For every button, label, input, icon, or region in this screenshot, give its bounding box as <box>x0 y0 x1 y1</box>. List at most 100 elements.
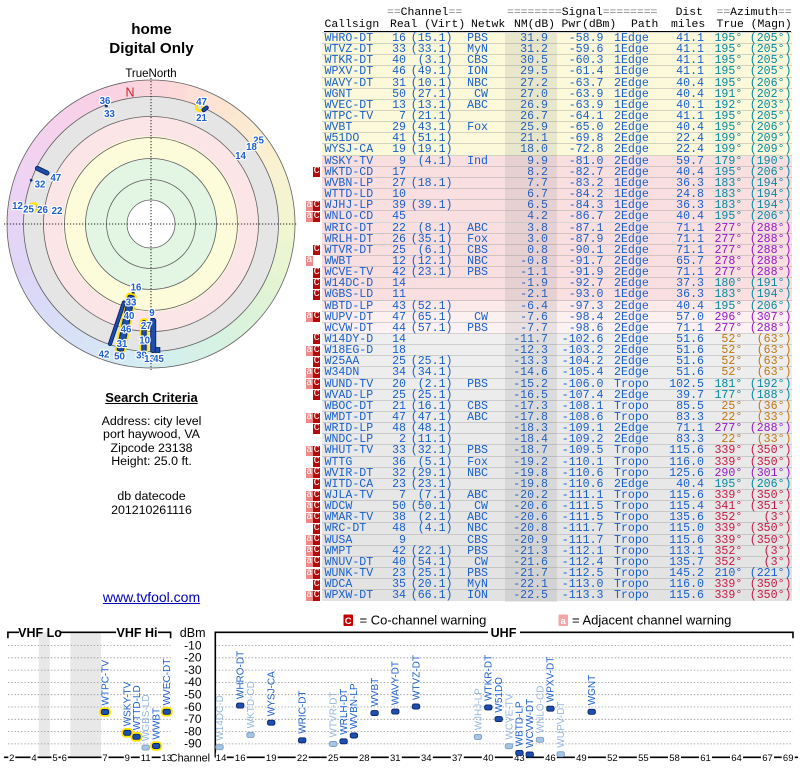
svg-text:WUPV-DT: WUPV-DT <box>556 702 567 748</box>
svg-text:32: 32 <box>35 180 46 191</box>
svg-text:16: 16 <box>131 283 142 294</box>
svg-text:= Adjacent channel warning: = Adjacent channel warning <box>572 613 731 628</box>
svg-text:WTVR-DT: WTVR-DT <box>329 691 340 737</box>
svg-text:11: 11 <box>141 753 151 764</box>
svg-text:C: C <box>345 616 352 627</box>
svg-text:WVBT: WVBT <box>370 678 381 707</box>
svg-text:67: 67 <box>762 753 773 764</box>
svg-text:WGBS-LD: WGBS-LD <box>141 694 152 741</box>
svg-text:WTPC-TV: WTPC-TV <box>100 660 111 706</box>
svg-text:47: 47 <box>50 173 61 184</box>
svg-text:= Co-channel warning: = Co-channel warning <box>360 613 487 628</box>
svg-text:WAVY-DT: WAVY-DT <box>391 661 402 705</box>
svg-text:18: 18 <box>246 142 257 153</box>
svg-text:52: 52 <box>607 753 618 764</box>
svg-text:VHF Hi: VHF Hi <box>117 626 158 640</box>
svg-text:10: 10 <box>139 336 150 347</box>
svg-text:WRLH-DT: WRLH-DT <box>339 689 350 735</box>
svg-text:VHF Lo: VHF Lo <box>18 626 62 640</box>
svg-text:5: 5 <box>52 753 57 764</box>
svg-text:16: 16 <box>235 753 246 764</box>
svg-text:WSKY-TV: WSKY-TV <box>123 681 134 726</box>
svg-text:WCVW-DT: WCVW-DT <box>525 699 536 748</box>
svg-text:7: 7 <box>102 753 107 764</box>
svg-text:64: 64 <box>731 753 742 764</box>
svg-text:WHRO-DT: WHRO-DT <box>236 651 247 699</box>
svg-text:13: 13 <box>161 753 172 764</box>
svg-text:WVBN-LP: WVBN-LP <box>349 683 360 729</box>
svg-text:WBTD-LP: WBTD-LP <box>515 701 526 746</box>
svg-text:WJHJ-LP: WJHJ-LP <box>473 688 484 731</box>
svg-text:34: 34 <box>421 753 432 764</box>
svg-text:61: 61 <box>700 753 711 764</box>
svg-text:-40: -40 <box>184 675 202 689</box>
svg-text:WTTD-LD: WTTD-LD <box>132 685 143 730</box>
svg-text:69: 69 <box>783 753 794 764</box>
svg-text:33: 33 <box>104 109 115 120</box>
svg-text:42: 42 <box>99 350 110 361</box>
svg-text:WGNT: WGNT <box>587 675 598 706</box>
svg-text:27: 27 <box>141 321 152 332</box>
svg-text:dBm: dBm <box>180 626 206 640</box>
svg-text:-10: -10 <box>184 638 202 652</box>
svg-text:49: 49 <box>576 753 587 764</box>
svg-text:Channel: Channel <box>170 752 210 764</box>
svg-text:31: 31 <box>390 753 401 764</box>
svg-text:-70: -70 <box>184 712 202 726</box>
svg-text:19: 19 <box>266 753 277 764</box>
svg-text:33: 33 <box>126 298 137 309</box>
svg-text:58: 58 <box>669 753 680 764</box>
svg-text:14: 14 <box>235 151 246 162</box>
svg-text:2: 2 <box>9 753 14 764</box>
svg-text:55: 55 <box>638 753 649 764</box>
svg-text:9: 9 <box>125 753 130 764</box>
svg-text:13: 13 <box>144 354 155 365</box>
svg-text:-90: -90 <box>184 737 202 751</box>
svg-text:36: 36 <box>100 96 111 107</box>
svg-text:WWBT: WWBT <box>152 708 163 740</box>
svg-text:22: 22 <box>297 753 308 764</box>
svg-text:47: 47 <box>196 97 207 108</box>
svg-text:14: 14 <box>216 753 227 764</box>
svg-text:WNLO-CD: WNLO-CD <box>535 686 546 734</box>
svg-text:4: 4 <box>31 753 36 764</box>
svg-text:WKTD-CD: WKTD-CD <box>246 681 257 728</box>
svg-text:46: 46 <box>545 753 556 764</box>
svg-text:37: 37 <box>452 753 463 764</box>
svg-text:12: 12 <box>12 201 23 212</box>
svg-text:N: N <box>125 86 134 100</box>
svg-text:-80: -80 <box>184 724 202 738</box>
svg-text:WYSJ-CA: WYSJ-CA <box>267 671 278 716</box>
svg-text:50: 50 <box>114 352 125 363</box>
svg-text:WTVZ-DT: WTVZ-DT <box>411 655 422 700</box>
svg-text:WTKR-DT: WTKR-DT <box>484 655 495 701</box>
svg-text:WRIC-DT: WRIC-DT <box>298 690 309 733</box>
svg-text:22: 22 <box>52 206 63 217</box>
svg-text:31: 31 <box>117 339 128 350</box>
svg-text:WVEC-DT: WVEC-DT <box>162 659 173 706</box>
svg-text:28: 28 <box>359 753 370 764</box>
svg-text:25: 25 <box>23 204 34 215</box>
svg-text:-20: -20 <box>184 651 202 665</box>
svg-text:25: 25 <box>253 135 264 146</box>
svg-text:25: 25 <box>328 753 339 764</box>
svg-text:6: 6 <box>62 753 67 764</box>
svg-text:-50: -50 <box>184 688 202 702</box>
svg-text:a: a <box>561 616 567 627</box>
svg-text:40: 40 <box>124 311 135 322</box>
svg-text:21: 21 <box>196 113 207 124</box>
svg-text:9: 9 <box>149 308 155 319</box>
svg-text:W14DC-D: W14DC-D <box>215 695 226 741</box>
svg-text:WPXV-DT: WPXV-DT <box>546 657 557 703</box>
svg-text:45: 45 <box>153 354 164 365</box>
svg-text:UHF: UHF <box>491 626 517 640</box>
svg-text:-60: -60 <box>184 700 202 714</box>
svg-text:W51DO: W51DO <box>494 677 505 713</box>
svg-text:-30: -30 <box>184 663 202 677</box>
svg-text:40: 40 <box>483 753 494 764</box>
svg-text:WCVE-TV: WCVE-TV <box>504 693 515 739</box>
svg-text:43: 43 <box>514 753 525 764</box>
svg-text:26: 26 <box>37 205 48 216</box>
svg-text:TrueNorth: TrueNorth <box>125 68 176 80</box>
svg-text:39: 39 <box>136 351 147 362</box>
